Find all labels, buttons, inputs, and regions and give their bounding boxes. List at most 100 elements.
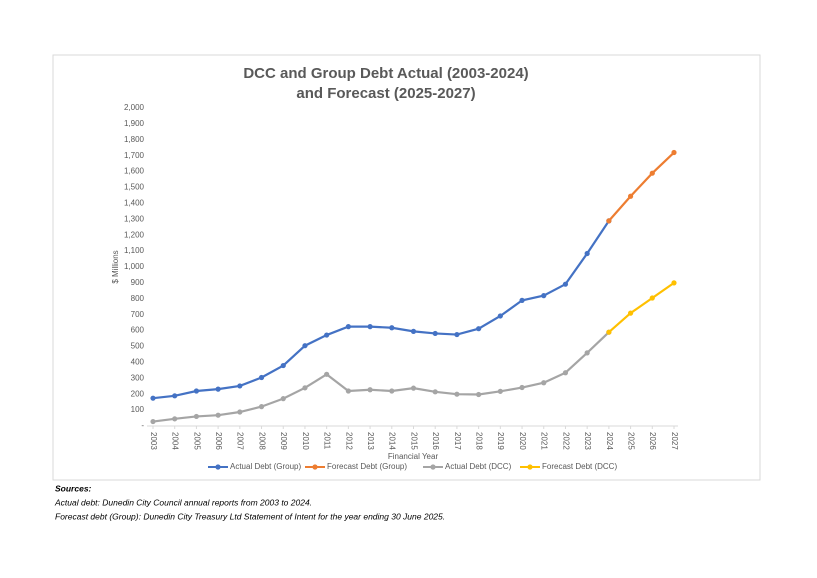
series-marker <box>237 383 243 389</box>
series-marker <box>519 297 525 303</box>
series-marker <box>150 418 156 425</box>
series-marker <box>258 404 265 410</box>
series-marker <box>627 310 634 316</box>
y-tick-label: 1,500 <box>124 183 145 192</box>
series-marker <box>150 395 156 401</box>
x-tick-label: 2010 <box>301 432 310 450</box>
series-marker <box>193 388 200 394</box>
x-axis-title: Financial Year <box>388 452 439 461</box>
series-marker <box>172 393 178 399</box>
chart-title: and Forecast (2025-2027) <box>296 85 475 102</box>
legend-marker <box>312 464 318 470</box>
x-tick-label: 2012 <box>344 432 353 450</box>
y-tick-label: 1,100 <box>124 246 145 255</box>
series-marker <box>649 170 655 176</box>
series-marker <box>389 388 395 394</box>
x-tick-label: 2004 <box>171 432 180 450</box>
y-tick-label: 1,000 <box>124 262 145 271</box>
series-marker <box>541 293 547 299</box>
series-marker <box>497 388 503 394</box>
x-tick-label: 2015 <box>409 432 418 450</box>
y-tick-label: 400 <box>131 358 145 367</box>
legend-marker <box>430 464 436 470</box>
y-tick-label: - <box>141 421 144 430</box>
note-line: Forecast debt (Group): Dunedin City Trea… <box>55 511 445 521</box>
x-tick-label: 2013 <box>366 432 375 450</box>
note-line: Actual debt: Dunedin City Council annual… <box>54 497 312 507</box>
series-line <box>152 220 610 400</box>
x-tick-label: 2026 <box>648 432 657 450</box>
legend-label: Forecast Debt (DCC) <box>542 462 617 471</box>
series-marker <box>562 370 569 376</box>
series-marker <box>454 391 460 397</box>
series-marker <box>302 385 308 391</box>
series-marker <box>476 326 482 332</box>
series-marker <box>258 374 265 381</box>
series-marker <box>584 350 590 356</box>
y-tick-label: 1,400 <box>124 199 145 208</box>
x-tick-label: 2016 <box>431 432 440 450</box>
series-marker <box>454 331 460 338</box>
x-tick-label: 2027 <box>670 432 679 450</box>
y-tick-label: 1,900 <box>124 119 145 128</box>
series-marker <box>389 325 395 331</box>
x-tick-label: 2009 <box>279 432 288 450</box>
x-tick-label: 2023 <box>583 432 592 450</box>
x-tick-label: 2005 <box>192 432 201 450</box>
x-tick-label: 2021 <box>540 432 549 450</box>
x-tick-label: 2008 <box>257 432 266 450</box>
series-marker <box>237 409 243 415</box>
x-tick-label: 2018 <box>475 432 484 450</box>
series-marker <box>215 386 221 392</box>
series-line <box>608 151 675 222</box>
series-marker <box>627 193 634 199</box>
series-marker <box>302 343 308 349</box>
y-tick-label: 1,200 <box>124 230 145 239</box>
series-marker <box>497 313 503 319</box>
series-marker <box>280 362 286 369</box>
chart-title: DCC and Group Debt Actual (2003-2024) <box>243 65 528 82</box>
y-axis-title: $ Millions <box>111 250 120 283</box>
series-marker <box>671 149 677 156</box>
series-marker <box>410 385 417 391</box>
x-tick-label: 2011 <box>323 432 332 450</box>
x-tick-label: 2006 <box>214 432 223 450</box>
series-marker <box>172 416 178 422</box>
y-tick-label: 600 <box>131 326 145 335</box>
legend-marker <box>527 464 533 470</box>
y-tick-label: 300 <box>131 373 145 382</box>
y-tick-label: 900 <box>131 278 145 287</box>
x-tick-label: 2022 <box>561 432 570 450</box>
legend-label: Actual Debt (DCC) <box>445 462 512 471</box>
series-marker <box>519 384 525 391</box>
series-marker <box>606 329 612 335</box>
series-marker <box>193 413 200 420</box>
series-marker <box>215 412 221 418</box>
y-tick-label: 800 <box>131 294 145 303</box>
x-tick-label: 2024 <box>605 432 614 450</box>
y-tick-label: 100 <box>131 405 145 414</box>
y-tick-label: 200 <box>131 389 145 398</box>
series-marker <box>367 387 373 393</box>
series-marker <box>432 389 438 395</box>
y-tick-label: 500 <box>131 342 145 351</box>
x-tick-label: 2014 <box>388 432 397 450</box>
legend-label: Actual Debt (Group) <box>230 462 301 471</box>
series-marker <box>606 218 612 224</box>
y-tick-label: 1,800 <box>124 135 145 144</box>
series-marker <box>410 328 417 334</box>
series-marker <box>324 332 330 338</box>
x-tick-label: 2017 <box>453 432 462 450</box>
y-tick-label: 1,300 <box>124 214 145 223</box>
x-tick-label: 2019 <box>496 432 505 450</box>
series-marker <box>562 281 569 287</box>
series-marker <box>367 324 373 330</box>
series-marker <box>280 396 286 402</box>
y-tick-label: 1,600 <box>124 167 145 176</box>
x-tick-label: 2003 <box>149 432 158 450</box>
series-marker <box>324 371 330 377</box>
legend-label: Forecast Debt (Group) <box>327 462 407 471</box>
series-marker <box>345 388 351 394</box>
series-marker <box>649 295 655 301</box>
